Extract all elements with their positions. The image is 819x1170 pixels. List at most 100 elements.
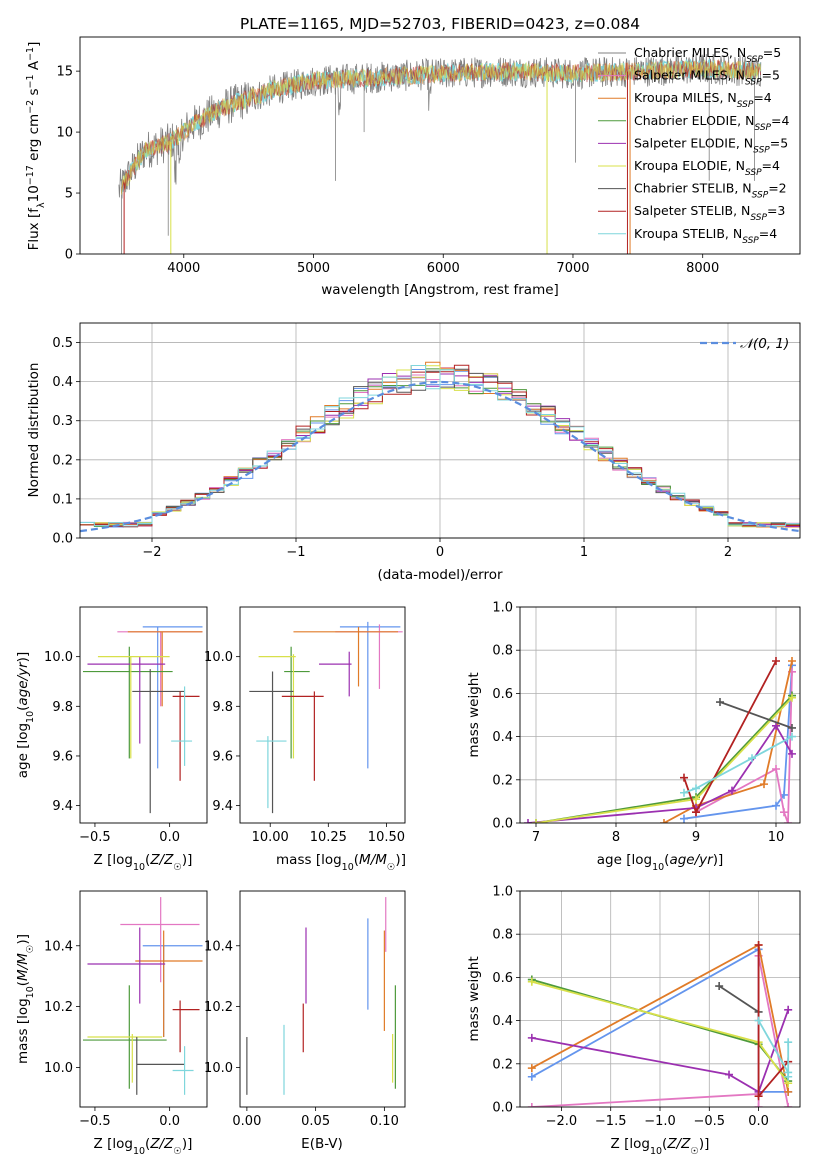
weight-marker xyxy=(772,801,780,810)
y-tick-label: 0.5 xyxy=(52,336,73,351)
weight-marker xyxy=(754,1092,763,1101)
y-tick-label: 10 xyxy=(56,126,73,141)
weight-line xyxy=(531,955,790,1107)
x-tick-label: 0.0 xyxy=(159,830,180,845)
y-tick-label: 0.3 xyxy=(52,414,73,429)
mass-vs-ebv-panel: 0.00 0.05 0.10 10.0 10.2 10.4 E(B-V) xyxy=(204,890,406,1152)
legend-text: =4 xyxy=(762,158,780,173)
x-tick-label: 9 xyxy=(692,830,700,845)
weight-marker xyxy=(725,1070,734,1079)
legend-subscript: SSP xyxy=(754,123,771,133)
x-tick-label: 2 xyxy=(724,545,732,560)
y-tick-label: 10.0 xyxy=(44,1061,73,1076)
y-tick-label: 10.0 xyxy=(204,650,233,665)
weight-marker xyxy=(788,657,796,665)
y-tick-label: 0 xyxy=(65,248,73,263)
weight-marker xyxy=(784,1087,793,1096)
y-tick-label: 10.4 xyxy=(204,939,233,954)
weight-line xyxy=(683,665,793,820)
weight-marker xyxy=(716,698,724,707)
weight-vs-metallicity-panel: −2.0 −1.5 −1.0 −0.5 0.0 0.0 0.2 0.4 0.6 0.8 1.0 mas… xyxy=(466,885,801,1157)
label-part: age [log xyxy=(15,723,31,778)
x-tick-label: 4000 xyxy=(167,261,200,276)
label-part: −1 xyxy=(25,74,36,88)
legend-entry: Salpeter STELIB, NSSP=3 xyxy=(634,203,785,223)
x-tick-label: 1 xyxy=(580,545,588,560)
age-vs-mass-panel: 10.00 10.25 10.50 9.4 9.6 9.8 10.0 mass [log10(… xyxy=(204,606,406,873)
plot-area xyxy=(249,621,403,814)
x-tick-label: 7 xyxy=(532,830,540,845)
label-part: −2 xyxy=(25,100,36,114)
weight-line xyxy=(683,735,793,794)
legend-subscript: SSP xyxy=(737,100,754,110)
x-tick-label: 5000 xyxy=(297,261,330,276)
label-part: Flux [f xyxy=(26,207,42,251)
x-tick-label: 0.00 xyxy=(232,1114,261,1129)
weight-marker xyxy=(524,819,532,823)
x-tick-label: 0 xyxy=(436,545,444,560)
legend-text: Salpeter STELIB, N xyxy=(634,203,750,218)
weight-marker xyxy=(788,749,796,758)
weight-marker xyxy=(784,1103,793,1107)
label-part: 10 xyxy=(25,986,36,998)
plot-area xyxy=(82,897,203,1095)
y-tick-label: 0.2 xyxy=(492,1057,513,1072)
x-tick-label: 0.05 xyxy=(301,1114,330,1129)
y-tick-label: 0.2 xyxy=(52,453,73,468)
y-axis-label: mass [log10(M/M☉)] xyxy=(15,934,36,1064)
axes-frame xyxy=(519,890,801,1108)
legend-entry: Kroupa MILES, NSSP=4 xyxy=(634,90,772,110)
axes-frame xyxy=(79,322,801,539)
label-part: Z/Z xyxy=(666,1136,691,1152)
plot-area xyxy=(246,897,396,1095)
label-part: mass [log xyxy=(15,998,31,1064)
weight-marker xyxy=(680,788,688,797)
x-tick-label: −0.5 xyxy=(79,830,111,845)
residuals-panel: −2 −1 0 1 2 0.0 0.1 0.2 0.3 0.4 0.5 (data-model)/er… xyxy=(26,322,801,583)
y-tick-label: 10.2 xyxy=(44,1000,73,1015)
label-part: )] xyxy=(699,1136,710,1152)
label-part: Z [log xyxy=(94,1136,133,1152)
axes-frame xyxy=(239,606,406,824)
legend-text: =3 xyxy=(767,203,785,218)
axes-frame xyxy=(239,890,406,1108)
label-part: )] xyxy=(182,1136,193,1152)
legend-subscript: SSP xyxy=(752,191,769,201)
y-tick-label: 0.4 xyxy=(492,1014,513,1029)
weight-marker xyxy=(692,795,700,804)
x-tick-label: 7000 xyxy=(556,261,589,276)
y-tick-label: 1.0 xyxy=(492,601,513,616)
legend-entry: Kroupa STELIB, NSSP=4 xyxy=(634,226,777,246)
label-part: Z [log xyxy=(611,1136,650,1152)
weight-marker xyxy=(784,819,792,823)
legend-text: =4 xyxy=(771,113,789,128)
label-part: ☉ xyxy=(25,945,36,954)
weight-line xyxy=(718,985,760,1013)
x-tick-label: 10.50 xyxy=(368,830,405,845)
figure-title: PLATE=1165, MJD=52703, FIBERID=0423, z=0… xyxy=(240,15,640,33)
plot-area xyxy=(82,626,203,814)
label-part: A xyxy=(26,60,42,74)
axes-frame xyxy=(79,606,208,824)
legend-subscript: SSP xyxy=(745,168,762,178)
label-part: −1 xyxy=(25,47,36,61)
weight-vs-age-panel: 7 8 9 10 0.0 0.2 0.4 0.6 0.8 1.0 mass weight age [l… xyxy=(466,601,801,873)
label-part: 10 xyxy=(650,1146,662,1157)
mass-vs-metallicity-panel: −0.5 0.010.010.210.4Z [log10(Z/Z☉)]mass [… xyxy=(15,890,208,1157)
label-part: ( xyxy=(145,1136,150,1152)
x-tick-label: 10 xyxy=(768,830,785,845)
y-axis-label: Normed distribution xyxy=(26,363,42,498)
x-tick-label: 0.10 xyxy=(370,1114,399,1129)
legend-text: Kroupa ELODIE, N xyxy=(634,158,745,173)
label-part: ( xyxy=(664,852,669,868)
y-axis-label: Flux [fλ10−17 erg cm−2 s−1 A−1] xyxy=(25,42,47,251)
label-part: −17 xyxy=(25,165,36,185)
label-part: erg cm xyxy=(26,114,42,165)
y-tick-label: 9.4 xyxy=(212,799,233,814)
x-tick-label: −1 xyxy=(286,545,305,560)
weight-marker xyxy=(527,1103,536,1107)
legend-text: =5 xyxy=(770,135,788,150)
label-part: ( xyxy=(15,706,31,711)
label-part: )] xyxy=(15,652,31,663)
label-part: mass [log xyxy=(276,852,342,868)
